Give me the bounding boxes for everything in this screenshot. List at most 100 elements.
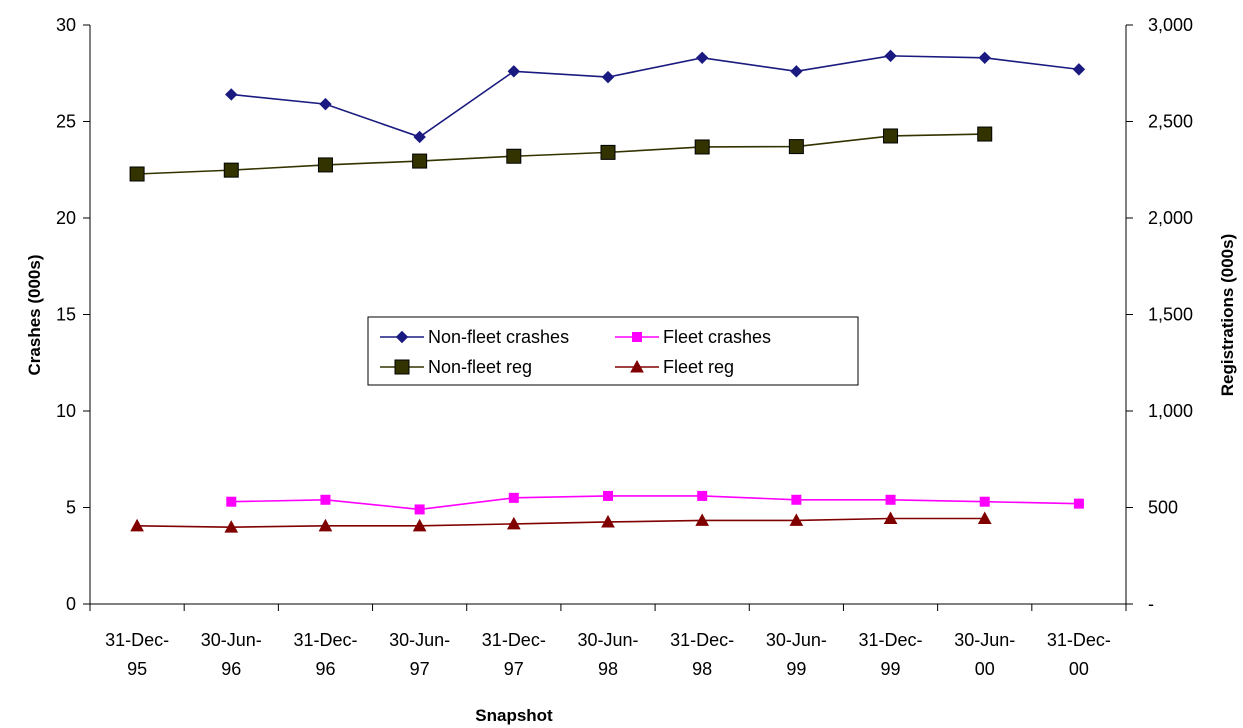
data-point xyxy=(223,162,239,178)
data-point xyxy=(317,157,333,173)
x-tick-label: 31-Dec- xyxy=(670,630,734,650)
legend-box xyxy=(367,316,859,386)
y-tick-label: 30 xyxy=(56,15,76,35)
x-tick-label: 30-Jun- xyxy=(954,630,1015,650)
x-tick-label: 00 xyxy=(1069,659,1089,679)
data-point xyxy=(318,518,333,532)
axes: 0 5 10 15 20 25 30 - 500 1,000 1,500 2,000 2,500 3,00… xyxy=(56,15,1193,679)
legend-item: Fleet crashes xyxy=(615,327,771,347)
data-point xyxy=(506,516,521,530)
data-point xyxy=(601,70,615,84)
data-point xyxy=(790,65,803,78)
legend-marker xyxy=(630,359,644,373)
legend-item: Non-fleet crashes xyxy=(380,327,569,347)
x-axis-title: Snapshot xyxy=(475,706,553,725)
data-point xyxy=(695,51,709,65)
data-point xyxy=(224,520,239,533)
data-point xyxy=(977,511,992,525)
y2-tick-label: 3,000 xyxy=(1148,15,1193,35)
series-non-fleet-reg xyxy=(129,126,993,182)
data-point xyxy=(225,88,238,101)
x-tick-label: 96 xyxy=(221,659,241,679)
x-tick-label: 30-Jun- xyxy=(577,630,638,650)
y2-tick-label: 2,500 xyxy=(1148,112,1193,132)
x-tick-label: 31-Dec- xyxy=(1047,630,1111,650)
data-point xyxy=(789,513,804,526)
legend-label: Non-fleet reg xyxy=(428,357,532,377)
data-point xyxy=(226,496,237,507)
legend-item: Fleet reg xyxy=(615,357,734,377)
data-point xyxy=(601,514,615,528)
data-point xyxy=(413,130,426,144)
data-point xyxy=(129,166,145,182)
x-tick-label: 99 xyxy=(786,659,806,679)
y2-axis-title: Registrations (000s) xyxy=(1218,234,1237,397)
y-tick-label: 10 xyxy=(56,401,76,421)
series-fleet-crashes xyxy=(226,490,1084,515)
data-point xyxy=(885,494,896,505)
x-tick-label: 96 xyxy=(315,659,335,679)
data-point xyxy=(788,139,804,155)
x-tick-label: 31-Dec- xyxy=(859,630,923,650)
data-point xyxy=(1072,63,1086,76)
x-tick-label: 00 xyxy=(975,659,995,679)
x-tick-label: 98 xyxy=(692,659,712,679)
series-line xyxy=(137,517,985,528)
data-point xyxy=(883,511,898,525)
legend: Non-fleet crashes Fleet crashes Non-fleet … xyxy=(367,316,859,386)
series-line xyxy=(137,133,985,175)
data-point xyxy=(507,65,521,78)
x-tick-label: 31-Dec- xyxy=(105,630,169,650)
x-tick-label: 97 xyxy=(410,659,430,679)
series-non-fleet-crashes xyxy=(225,49,1086,144)
x-tick-label: 95 xyxy=(127,659,147,679)
x-tick-label: 31-Dec- xyxy=(482,630,546,650)
legend-label: Fleet reg xyxy=(663,357,734,377)
y-axis-title: Crashes (000s) xyxy=(25,255,44,376)
legend-marker xyxy=(632,332,642,342)
x-tick-label: 30-Jun- xyxy=(389,630,450,650)
data-point xyxy=(319,97,332,111)
data-point xyxy=(1073,498,1084,509)
data-point xyxy=(977,126,993,142)
data-point xyxy=(320,494,331,505)
data-point xyxy=(883,128,899,144)
legend-marker xyxy=(395,330,409,344)
y-tick-label: 15 xyxy=(56,305,76,325)
y2-tick-label: - xyxy=(1148,594,1154,614)
series-line xyxy=(231,55,1080,138)
data-point xyxy=(979,496,990,507)
legend-item: Non-fleet reg xyxy=(380,357,532,377)
x-tick-label: 98 xyxy=(598,659,618,679)
data-point xyxy=(884,49,897,63)
data-point xyxy=(978,51,991,65)
data-point xyxy=(414,504,425,515)
data-point xyxy=(412,518,427,532)
y-tick-label: 0 xyxy=(66,594,76,614)
data-point xyxy=(697,490,708,501)
x-tick-label: 99 xyxy=(881,659,901,679)
series-fleet-reg xyxy=(130,511,992,533)
data-point xyxy=(508,492,519,503)
data-point xyxy=(412,153,428,169)
data-point xyxy=(603,490,613,501)
legend-label: Non-fleet crashes xyxy=(428,327,569,347)
y2-tick-label: 1,500 xyxy=(1148,305,1193,325)
x-tick-label: 31-Dec- xyxy=(293,630,357,650)
y-tick-label: 25 xyxy=(56,112,76,132)
series-layer xyxy=(129,49,1086,533)
data-point xyxy=(694,139,710,155)
data-point xyxy=(506,148,522,164)
y-tick-label: 20 xyxy=(56,208,76,228)
legend-label: Fleet crashes xyxy=(663,327,771,347)
x-tick-label: 97 xyxy=(504,659,524,679)
y2-tick-label: 2,000 xyxy=(1148,208,1193,228)
y2-tick-label: 1,000 xyxy=(1148,401,1193,421)
series-line xyxy=(231,495,1079,511)
data-point xyxy=(130,518,144,532)
data-point xyxy=(600,144,616,160)
x-tick-label: 30-Jun- xyxy=(766,630,827,650)
x-tick-label: 30-Jun- xyxy=(201,630,262,650)
